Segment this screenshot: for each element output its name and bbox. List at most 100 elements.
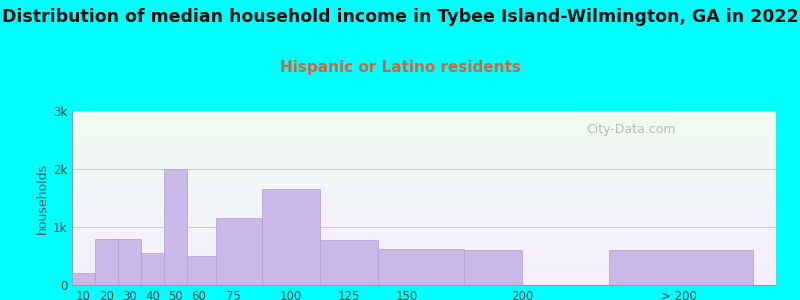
Bar xyxy=(72,135,776,137)
Bar xyxy=(72,182,776,184)
Bar xyxy=(72,273,776,274)
Bar xyxy=(72,198,776,200)
Bar xyxy=(72,207,776,208)
Bar xyxy=(72,254,776,255)
Bar xyxy=(72,261,776,262)
Bar xyxy=(72,278,776,280)
Bar xyxy=(72,217,776,219)
Bar xyxy=(72,141,776,142)
Bar xyxy=(72,228,776,229)
Bar xyxy=(72,134,776,135)
Bar xyxy=(72,118,776,120)
Bar xyxy=(72,160,776,161)
Text: Hispanic or Latino residents: Hispanic or Latino residents xyxy=(279,60,521,75)
Bar xyxy=(72,127,776,128)
Bar xyxy=(72,130,776,132)
Bar xyxy=(72,194,776,196)
Bar xyxy=(72,257,776,259)
Bar xyxy=(72,215,776,217)
Bar xyxy=(72,188,776,189)
Bar xyxy=(72,268,776,269)
Bar xyxy=(72,202,776,203)
Bar xyxy=(72,156,776,158)
Bar xyxy=(142,253,164,285)
Bar xyxy=(72,273,95,285)
Bar xyxy=(72,146,776,148)
Bar xyxy=(72,233,776,235)
Bar xyxy=(72,176,776,177)
Bar xyxy=(72,111,776,113)
Bar xyxy=(320,240,378,285)
Bar xyxy=(72,154,776,156)
Bar xyxy=(72,142,776,144)
Bar xyxy=(72,271,776,273)
Bar xyxy=(72,276,776,278)
Bar xyxy=(72,264,776,266)
Bar xyxy=(72,132,776,134)
Bar xyxy=(72,144,776,146)
Bar xyxy=(72,161,776,163)
Bar xyxy=(72,255,776,257)
Bar xyxy=(72,222,776,224)
Bar xyxy=(72,283,776,285)
Bar xyxy=(72,149,776,151)
Bar xyxy=(72,139,776,141)
Bar xyxy=(262,189,320,285)
Bar xyxy=(72,115,776,116)
Bar xyxy=(72,181,776,182)
Bar xyxy=(72,191,776,193)
Bar xyxy=(72,153,776,154)
Bar xyxy=(72,235,776,236)
Bar xyxy=(464,250,522,285)
Bar xyxy=(72,247,776,248)
Bar xyxy=(72,151,776,153)
Bar xyxy=(72,200,776,202)
Bar xyxy=(72,123,776,125)
Bar xyxy=(72,231,776,233)
Bar xyxy=(72,250,776,252)
Bar xyxy=(72,259,776,261)
Bar xyxy=(72,214,776,215)
Bar xyxy=(187,256,216,285)
Bar xyxy=(72,280,776,281)
Bar xyxy=(72,148,776,149)
Bar xyxy=(72,262,776,264)
Bar xyxy=(72,274,776,276)
Bar xyxy=(72,177,776,179)
Bar xyxy=(72,137,776,139)
Bar xyxy=(72,158,776,160)
Bar xyxy=(72,243,776,245)
Bar xyxy=(72,165,776,167)
Bar xyxy=(72,113,776,115)
Bar xyxy=(72,125,776,127)
Bar xyxy=(118,238,142,285)
Bar xyxy=(72,210,776,212)
Bar xyxy=(72,128,776,130)
Bar xyxy=(72,172,776,174)
Bar xyxy=(72,168,776,170)
Bar xyxy=(72,248,776,250)
Bar xyxy=(72,219,776,220)
Bar xyxy=(72,266,776,268)
Bar xyxy=(72,205,776,207)
Bar xyxy=(72,269,776,271)
Bar xyxy=(72,167,776,168)
Bar xyxy=(72,252,776,254)
Bar xyxy=(72,238,776,240)
Bar xyxy=(72,170,776,172)
Text: Distribution of median household income in Tybee Island-Wilmington, GA in 2022: Distribution of median household income … xyxy=(2,8,798,26)
Bar xyxy=(72,116,776,118)
Bar xyxy=(72,184,776,186)
Bar xyxy=(216,218,262,285)
Text: City-Data.com: City-Data.com xyxy=(586,123,675,136)
Bar xyxy=(72,174,776,176)
Bar xyxy=(72,196,776,198)
Bar xyxy=(72,208,776,210)
Bar xyxy=(72,120,776,122)
Bar xyxy=(609,250,753,285)
Bar xyxy=(72,193,776,194)
Bar xyxy=(378,249,464,285)
Bar xyxy=(72,163,776,165)
Bar xyxy=(164,169,187,285)
Bar xyxy=(72,236,776,238)
